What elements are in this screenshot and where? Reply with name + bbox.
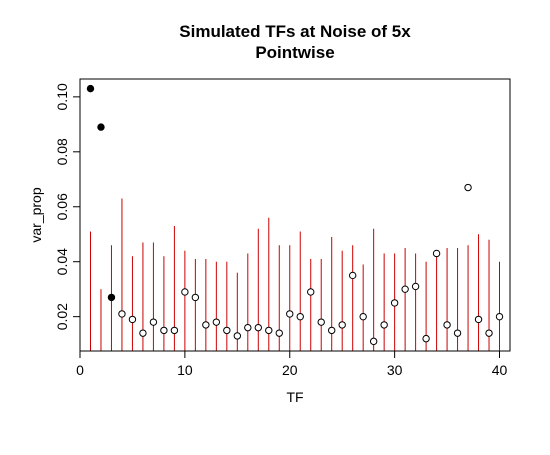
x-axis-label: TF — [286, 389, 303, 405]
x-axis: 0 10 20 30 40 — [76, 350, 508, 378]
data-point — [107, 293, 116, 302]
data-point — [359, 312, 367, 321]
data-point — [286, 310, 294, 318]
data-points — [86, 84, 504, 346]
x-tick-label: 40 — [492, 362, 508, 378]
x-tick-label: 10 — [177, 362, 193, 378]
data-point — [97, 123, 105, 131]
y-axis-label: var_prop — [28, 187, 44, 242]
data-point — [380, 321, 388, 329]
data-point — [160, 326, 168, 335]
data-point — [453, 329, 462, 337]
data-point — [474, 315, 483, 324]
data-point — [328, 326, 336, 335]
data-point — [212, 318, 221, 326]
chart-title-line2: Pointwise — [255, 43, 334, 62]
data-point — [307, 288, 315, 296]
data-point — [369, 337, 378, 346]
data-point — [254, 323, 262, 332]
y-tick-label: 0.08 — [54, 138, 70, 165]
data-point — [233, 332, 242, 340]
data-point — [202, 321, 210, 329]
data-point — [118, 310, 126, 318]
data-point — [181, 288, 189, 296]
data-point — [128, 315, 137, 324]
y-tick-label: 0.06 — [54, 193, 70, 220]
chart-title-line1: Simulated TFs at Noise of 5x — [179, 22, 411, 41]
y-tick-label: 0.02 — [54, 303, 70, 330]
plot-frame — [79, 78, 511, 352]
data-point — [223, 326, 231, 335]
y-tick-label: 0.04 — [54, 248, 70, 275]
data-point — [139, 329, 147, 337]
data-point — [317, 318, 325, 326]
data-point — [191, 293, 200, 302]
data-point — [401, 285, 409, 293]
x-tick-label: 20 — [282, 362, 298, 378]
threshold-lines — [89, 198, 501, 351]
data-point — [485, 329, 493, 337]
data-point — [338, 321, 346, 329]
data-point — [265, 326, 273, 335]
x-tick-label: 0 — [76, 362, 84, 378]
data-point — [149, 318, 158, 326]
data-point — [86, 84, 95, 93]
data-point — [244, 323, 252, 332]
data-point — [432, 249, 441, 258]
y-axis: 0.02 0.04 0.06 0.08 0.10 — [54, 83, 81, 330]
data-point — [390, 299, 399, 307]
data-point — [495, 312, 504, 321]
data-point — [443, 321, 451, 329]
data-point — [275, 329, 283, 337]
data-point — [348, 271, 357, 280]
y-tick-label: 0.10 — [54, 83, 70, 110]
data-point — [170, 326, 179, 335]
data-point — [296, 312, 304, 321]
data-point — [411, 282, 420, 291]
x-tick-label: 30 — [387, 362, 403, 378]
data-point — [464, 183, 472, 192]
data-point — [422, 334, 430, 343]
